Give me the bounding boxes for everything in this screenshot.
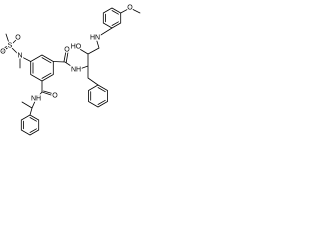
atom-labels: O HN HO O NH N S O O O NH bbox=[0, 3, 135, 104]
atom-label: HN bbox=[90, 35, 100, 42]
ring bbox=[102, 7, 122, 29]
ring bbox=[20, 114, 40, 136]
atom-label: O bbox=[127, 5, 133, 12]
atom-label: NH bbox=[71, 67, 81, 74]
ring bbox=[88, 84, 108, 108]
atom-label: O bbox=[64, 47, 70, 54]
amide-bond bbox=[21, 80, 55, 116]
atom-label: O bbox=[52, 93, 58, 100]
ring bbox=[30, 54, 54, 82]
amide-bond bbox=[52, 50, 75, 69]
atom-label: O bbox=[15, 35, 21, 42]
ring-double bbox=[90, 87, 106, 105]
methoxy-bond bbox=[120, 7, 141, 14]
atom-label: S bbox=[8, 43, 13, 50]
atom-label: NH bbox=[31, 96, 41, 103]
chain-bond bbox=[76, 27, 113, 86]
atom-label: HO bbox=[71, 44, 82, 51]
ring-double bbox=[23, 117, 37, 133]
atom-label: N bbox=[17, 53, 22, 60]
structure-diagram: O HN HO O NH N S O O O NH bbox=[0, 3, 141, 136]
bonds bbox=[0, 7, 141, 136]
sulfonamide-bond bbox=[0, 33, 32, 69]
ring-double bbox=[105, 10, 119, 26]
atom-label: O bbox=[0, 49, 6, 56]
ring-double bbox=[32, 57, 52, 79]
